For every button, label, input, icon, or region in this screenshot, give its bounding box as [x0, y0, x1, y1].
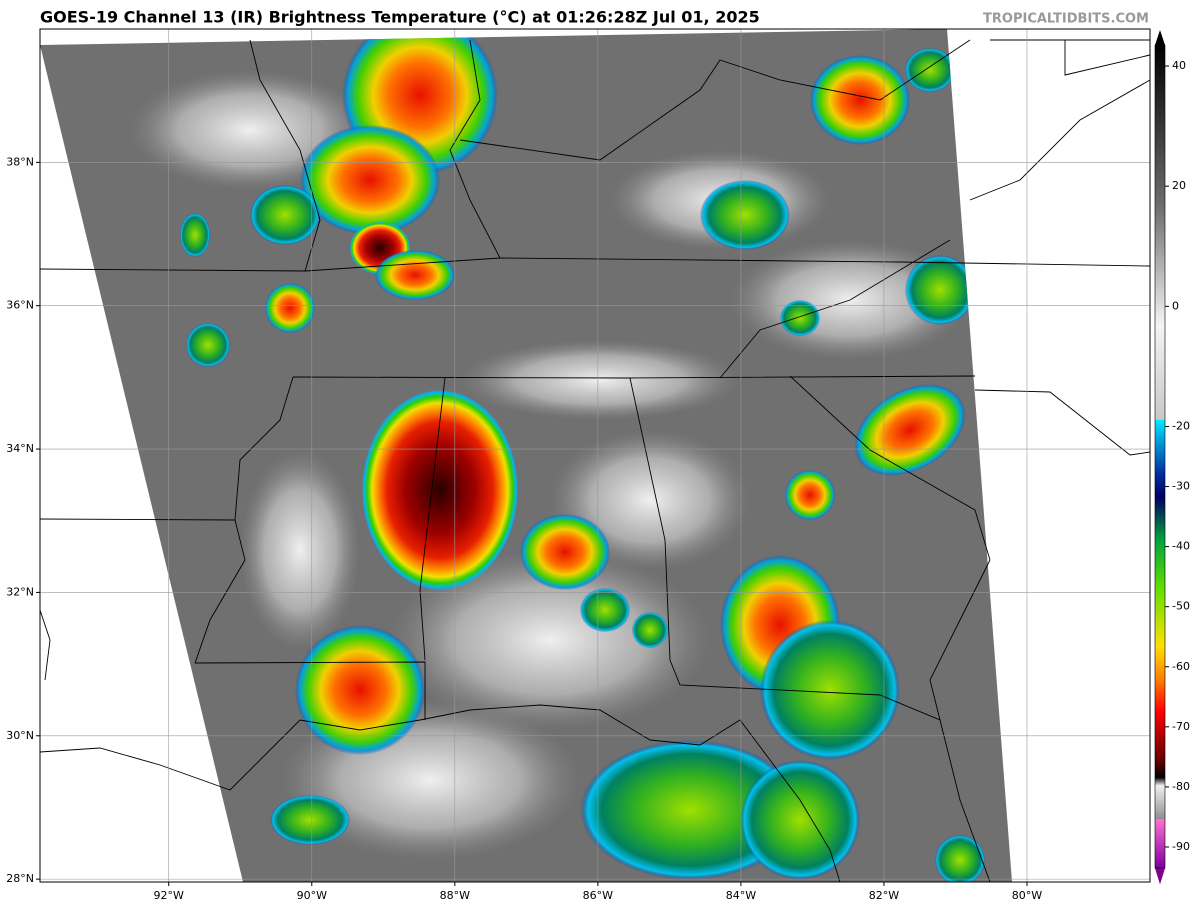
map [39, 28, 1151, 883]
lon-label: 88°W [440, 889, 470, 902]
lon-label: 84°W [726, 889, 756, 902]
colorbar-label: -90 [1172, 840, 1190, 853]
colorbar-label: -70 [1172, 720, 1190, 733]
colorbar-label: -20 [1172, 419, 1190, 432]
colorbar-label: -50 [1172, 600, 1190, 613]
colorbar-label: 0 [1172, 299, 1179, 312]
lat-label: 34°N [6, 442, 34, 455]
borders [39, 39, 1151, 883]
lat-label: 32°N [6, 585, 34, 598]
lat-label: 30°N [6, 729, 34, 742]
imagery [130, 29, 985, 882]
lat-label: 36°N [6, 299, 34, 312]
colorbar-label: 40 [1172, 59, 1186, 72]
colorbar-end [1155, 868, 1165, 884]
lon-label: 80°W [1012, 889, 1042, 902]
colorbar-scale [1154, 44, 1166, 869]
lon-label: 90°W [297, 889, 327, 902]
colorbar-label: -40 [1172, 540, 1190, 553]
lon-label: 82°W [869, 889, 899, 902]
lat-label: 28°N [6, 872, 34, 885]
colorbar-label: -60 [1172, 660, 1190, 673]
colorbar-label: 20 [1172, 179, 1186, 192]
colorbar [1154, 30, 1166, 884]
lon-label: 86°W [583, 889, 613, 902]
lat-label: 38°N [6, 155, 34, 168]
map-frame [39, 28, 1151, 883]
lon-label: 92°W [154, 889, 184, 902]
graticule [40, 29, 1150, 882]
title: GOES-19 Channel 13 (IR) Brightness Tempe… [40, 8, 760, 27]
colorbar-label: -80 [1172, 780, 1190, 793]
source: TROPICALTIDBITS.COM [983, 12, 1149, 27]
colorbar-label: -30 [1172, 480, 1190, 493]
